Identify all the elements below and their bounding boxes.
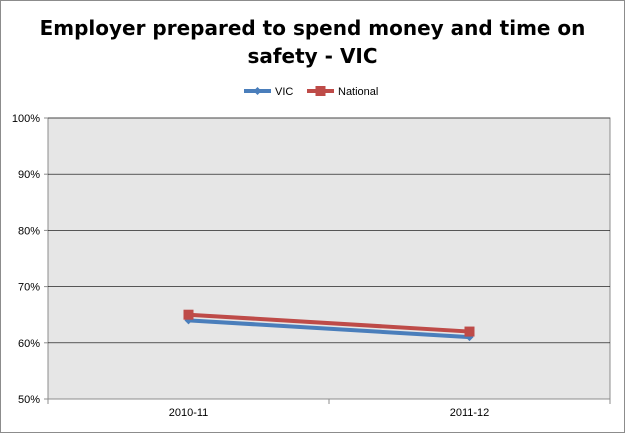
y-tick-label: 100% [12, 113, 40, 125]
series-line-national [188, 312, 470, 334]
y-tick-label: 70% [18, 282, 40, 294]
legend-marker-national [315, 86, 326, 96]
series-line-vic [188, 318, 470, 340]
point-national [464, 326, 475, 337]
y-tick-label: 60% [18, 338, 40, 350]
x-tick-label: 2010-11 [169, 407, 209, 419]
plot-area [47, 117, 611, 400]
x-tick-label: 2011-12 [450, 407, 490, 419]
y-tick-label: 90% [18, 169, 40, 181]
chart-title-line-1: Employer prepared to spend money and tim… [39, 16, 586, 40]
chart-title-line-2: safety - VIC [247, 44, 378, 68]
legend-label-national: National [338, 86, 378, 98]
legend-label-vic: VIC [275, 86, 293, 98]
legend-marker-vic [253, 87, 262, 95]
y-tick-label: 80% [18, 225, 40, 237]
point-national [183, 309, 194, 320]
chart-title: Employer prepared to spend money and tim… [0, 14, 625, 70]
y-tick-label: 50% [18, 394, 40, 406]
